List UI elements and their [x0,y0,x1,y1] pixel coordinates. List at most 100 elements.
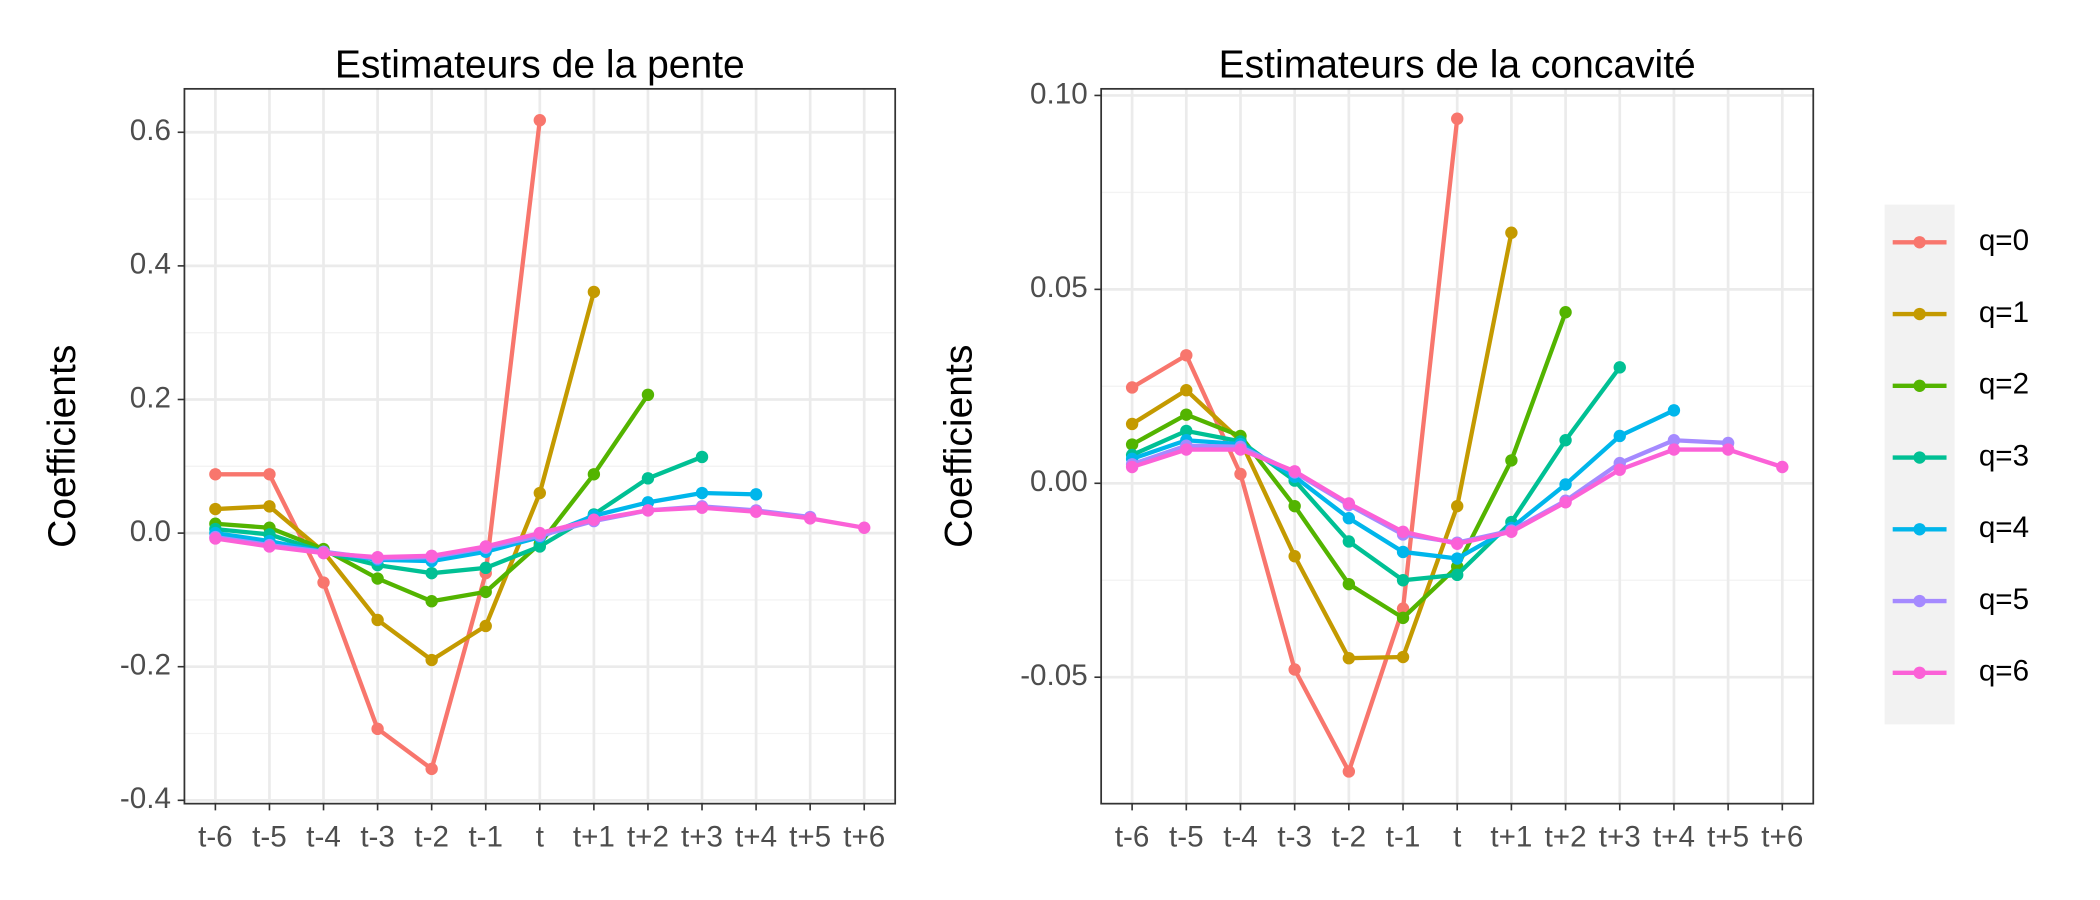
point [1451,499,1464,513]
point [1451,112,1464,125]
point [317,576,330,589]
point [1180,443,1193,456]
chart-title: Estimateurs de la concavité [1219,44,1696,87]
y-tick-label: 0.0 [130,515,171,548]
x-tick-label: t+3 [681,820,723,853]
point [1721,443,1735,456]
x-tick-label: t+1 [1490,820,1532,853]
point [1125,460,1139,474]
x-tick-label: t+5 [789,820,831,853]
legend-key-point [1913,379,1926,393]
point [533,114,546,127]
point [1125,417,1139,431]
legend-key-point [1913,666,1926,680]
x-tick-label: t-5 [1169,820,1204,853]
series-line [215,454,703,576]
point [479,561,492,575]
point [1396,611,1410,625]
legend-key-point [1913,523,1926,536]
point [858,521,871,534]
point [1667,443,1681,456]
legend-key-point [1913,594,1926,608]
point [533,486,546,500]
y-tick-label: -0.2 [120,649,171,682]
chart-title: Estimateurs de la pente [335,44,745,87]
point [641,388,655,402]
point [1396,545,1410,559]
x-tick-label: t-6 [1115,820,1150,853]
point [1559,306,1572,319]
point [587,285,601,299]
point [263,500,276,513]
point [1505,454,1518,467]
x-tick-label: t+3 [1599,820,1641,853]
point [1180,384,1193,397]
point [803,512,817,525]
point [479,585,492,599]
point [695,450,709,464]
point [1180,408,1193,421]
x-tick-label: t-2 [414,820,449,853]
plot-border [183,87,897,805]
series-line [1131,366,1622,583]
point [1288,663,1301,676]
x-tick-label: t+6 [1761,820,1803,853]
point [479,619,492,633]
point [587,468,601,481]
point [1288,550,1301,563]
x-tick-label: t-4 [306,820,341,853]
point [1559,434,1572,447]
y-tick-label: 0.05 [1030,271,1088,304]
point [425,566,438,580]
point [425,595,438,608]
point [479,540,492,553]
x-tick-label: t+5 [1707,820,1749,853]
point [1451,568,1464,582]
legend-label: q=5 [1979,583,2029,616]
point [1234,467,1247,481]
legend-label: q=2 [1979,368,2029,401]
point [371,613,384,627]
point [1559,478,1572,491]
x-tick-label: t-3 [1277,820,1312,853]
x-tick-label: t+4 [735,820,777,853]
point [1342,535,1356,548]
y-tick-label: 0.4 [130,248,171,281]
point [1125,381,1139,394]
point [317,546,330,560]
point [425,549,438,563]
legend-label: q=1 [1979,296,2029,329]
y-tick-label: -0.05 [1020,659,1088,692]
x-tick-label: t [1453,820,1462,853]
x-tick-label: t+2 [1545,820,1587,853]
point [1342,652,1356,665]
point [371,550,384,564]
x-tick-label: t+4 [1653,820,1695,853]
point [1342,765,1356,778]
plot-border [1100,87,1815,805]
point [1505,226,1518,239]
point [641,472,655,485]
point [425,653,438,667]
series-line [1130,232,1514,661]
x-tick-label: t-5 [252,820,287,853]
legend-label: q=3 [1979,439,2029,472]
point [209,502,222,516]
point [641,504,655,517]
panel: -0.4-0.20.00.20.40.6t-6 t-5 t-4 t-3 t-2 t-1 t t… [41,44,897,853]
panel: -0.05 0.00 0.05 0.10 t-6 t-5 t-4 t-3 t-2 t-1 t t+1 t… [937,44,1815,853]
y-tick-label: 0.00 [1030,465,1088,498]
point [1234,443,1247,456]
point [209,468,222,481]
legend-background [1884,204,1955,725]
point [1342,577,1356,591]
legend-key-point [1913,236,1926,249]
point [263,468,276,481]
point [1396,602,1410,615]
point [1613,463,1626,476]
point [1125,438,1139,451]
x-tick-label: t-4 [1223,820,1258,853]
y-axis-label: Coefficients [937,345,980,548]
point [1180,424,1193,438]
y-tick-label: 0.10 [1030,77,1088,110]
